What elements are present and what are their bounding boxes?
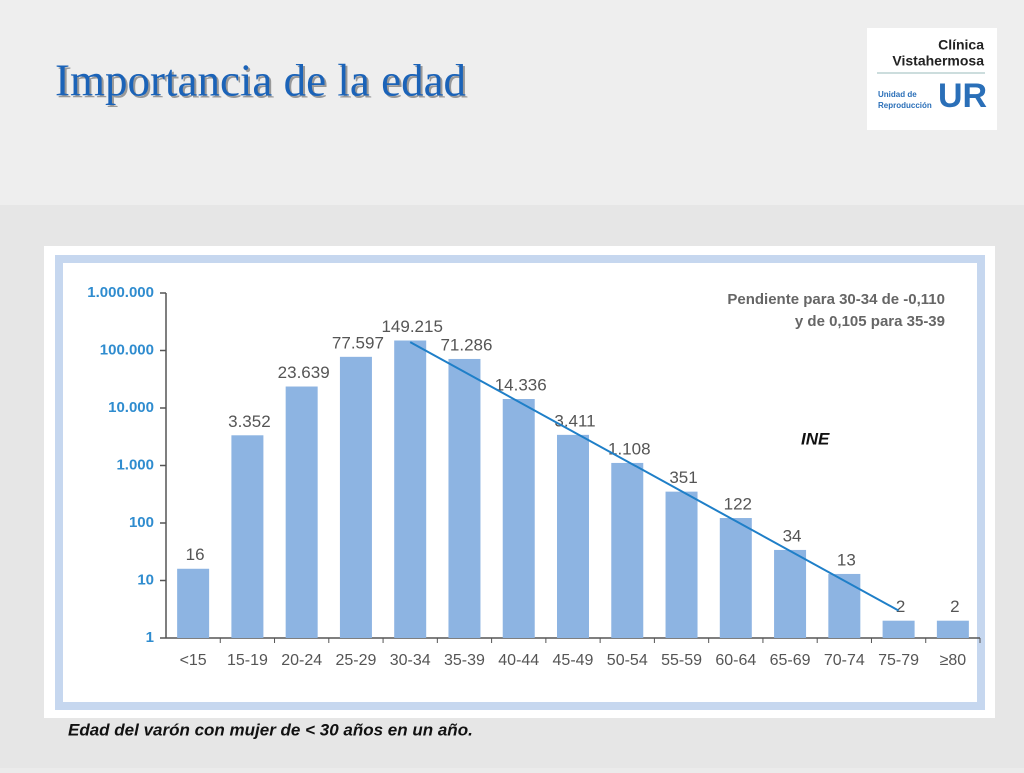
trend-line xyxy=(409,341,900,612)
y-tick-label: 1.000 xyxy=(116,456,154,473)
y-tick-label: 1 xyxy=(146,629,154,646)
bar xyxy=(339,356,372,638)
title-shadow: Importancia de la edad xyxy=(57,57,468,107)
value-label: 122 xyxy=(724,495,752,514)
value-label: 34 xyxy=(783,526,802,545)
value-label: 3.352 xyxy=(228,412,271,431)
x-tick-label: 15-19 xyxy=(227,652,268,669)
x-tick-label: ≥80 xyxy=(940,652,967,669)
logo-text: Vistahermosa xyxy=(892,53,984,69)
y-tick-label: 100.000 xyxy=(100,341,154,358)
value-label: 2 xyxy=(950,597,959,616)
value-label: 13 xyxy=(837,550,856,569)
x-tick-label: 50-54 xyxy=(607,652,648,669)
value-label: 16 xyxy=(186,545,205,564)
bar xyxy=(828,573,861,638)
value-label: 2 xyxy=(896,597,905,616)
bar xyxy=(502,399,535,638)
x-tick-label: 60-64 xyxy=(715,652,756,669)
x-tick-label: 75-79 xyxy=(878,652,919,669)
bar xyxy=(882,620,915,638)
value-label: 14.336 xyxy=(495,375,547,394)
logo-text: Reproducción xyxy=(878,101,932,110)
bar xyxy=(774,549,807,638)
bar xyxy=(557,434,589,638)
chart: 1 10 100 1.000 10.000 100.000 1.000.000 <15 16 15… xyxy=(87,284,981,669)
x-tick-label: 45-49 xyxy=(553,652,594,669)
logo-mark: UR xyxy=(938,77,987,115)
bar xyxy=(394,340,427,638)
y-tick-label: 1.000.000 xyxy=(87,284,154,301)
y-tick-label: 10 xyxy=(137,571,154,588)
value-label: 351 xyxy=(669,468,697,487)
annotation: y de 0,105 para 35-39 xyxy=(795,313,945,330)
bar xyxy=(231,435,264,638)
y-tick-label: 100 xyxy=(129,514,154,531)
bar xyxy=(936,620,969,638)
logo-text: Clínica xyxy=(938,37,984,53)
header-band xyxy=(0,0,1024,205)
y-tick-label: 10.000 xyxy=(108,399,154,416)
bar xyxy=(719,518,752,638)
bar xyxy=(611,462,644,638)
x-tick-label: 20-24 xyxy=(281,652,322,669)
x-tick-label: <15 xyxy=(180,652,207,669)
value-label: 1.108 xyxy=(608,439,651,458)
slide-title: Importancia de la edad xyxy=(55,55,466,105)
value-label: 71.286 xyxy=(440,335,492,354)
x-tick-label: 40-44 xyxy=(498,652,539,669)
x-tick-label: 35-39 xyxy=(444,652,485,669)
bar xyxy=(285,386,318,638)
value-label: 149.215 xyxy=(381,317,442,336)
x-tick-label: 70-74 xyxy=(824,652,865,669)
annotation: Pendiente para 30-34 de -0,110 xyxy=(727,291,945,308)
logo-box xyxy=(867,28,997,130)
value-label: 77.597 xyxy=(332,333,384,352)
bar xyxy=(177,568,210,638)
x-tick-label: 55-59 xyxy=(661,652,702,669)
bar xyxy=(665,491,698,638)
x-tick-label: 25-29 xyxy=(335,652,376,669)
source-label: INE xyxy=(801,429,830,448)
x-tick-label: 65-69 xyxy=(770,652,811,669)
logo-text: Unidad de xyxy=(878,90,917,99)
value-label: 23.639 xyxy=(278,363,330,382)
caption: Edad del varón con mujer de < 30 años en… xyxy=(68,720,473,739)
bar xyxy=(448,358,481,638)
x-tick-label: 30-34 xyxy=(390,652,431,669)
value-label: 3.411 xyxy=(554,411,595,430)
